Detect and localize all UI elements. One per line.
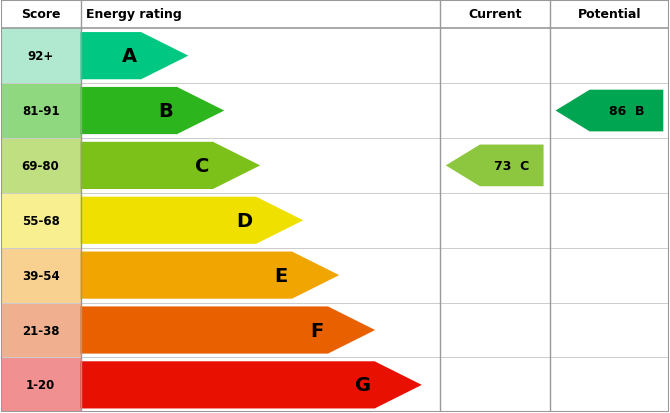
Text: 21-38: 21-38 [22, 324, 60, 337]
Polygon shape [446, 145, 543, 187]
Polygon shape [80, 197, 304, 244]
Text: E: E [275, 266, 288, 285]
Polygon shape [80, 142, 260, 190]
Bar [1, 248, 80, 303]
Text: 1-20: 1-20 [26, 378, 55, 392]
Polygon shape [80, 307, 375, 354]
Text: 69-80: 69-80 [21, 159, 60, 173]
Text: Energy rating: Energy rating [86, 8, 182, 21]
Text: F: F [311, 321, 324, 339]
Bar [1, 303, 80, 358]
Text: 81-91: 81-91 [22, 105, 60, 118]
Text: Score: Score [21, 8, 60, 21]
Bar [1, 84, 80, 139]
Polygon shape [80, 252, 339, 299]
Bar [1, 358, 80, 412]
Polygon shape [80, 88, 224, 135]
Bar [1, 193, 80, 248]
Bar [1, 139, 80, 193]
Polygon shape [80, 33, 188, 80]
Polygon shape [555, 90, 663, 132]
Bar [1, 1, 669, 29]
Bar [1, 29, 80, 84]
Polygon shape [80, 361, 422, 408]
Text: A: A [122, 47, 137, 66]
Text: C: C [194, 157, 209, 176]
Text: Current: Current [468, 8, 521, 21]
Text: D: D [236, 211, 252, 230]
Text: 73  C: 73 C [494, 159, 529, 173]
Text: 92+: 92+ [27, 50, 54, 63]
Text: 86  B: 86 B [609, 105, 645, 118]
Text: B: B [158, 102, 173, 121]
Text: G: G [354, 375, 371, 394]
Text: Potential: Potential [578, 8, 641, 21]
Text: 39-54: 39-54 [21, 269, 60, 282]
Text: 55-68: 55-68 [21, 214, 60, 227]
